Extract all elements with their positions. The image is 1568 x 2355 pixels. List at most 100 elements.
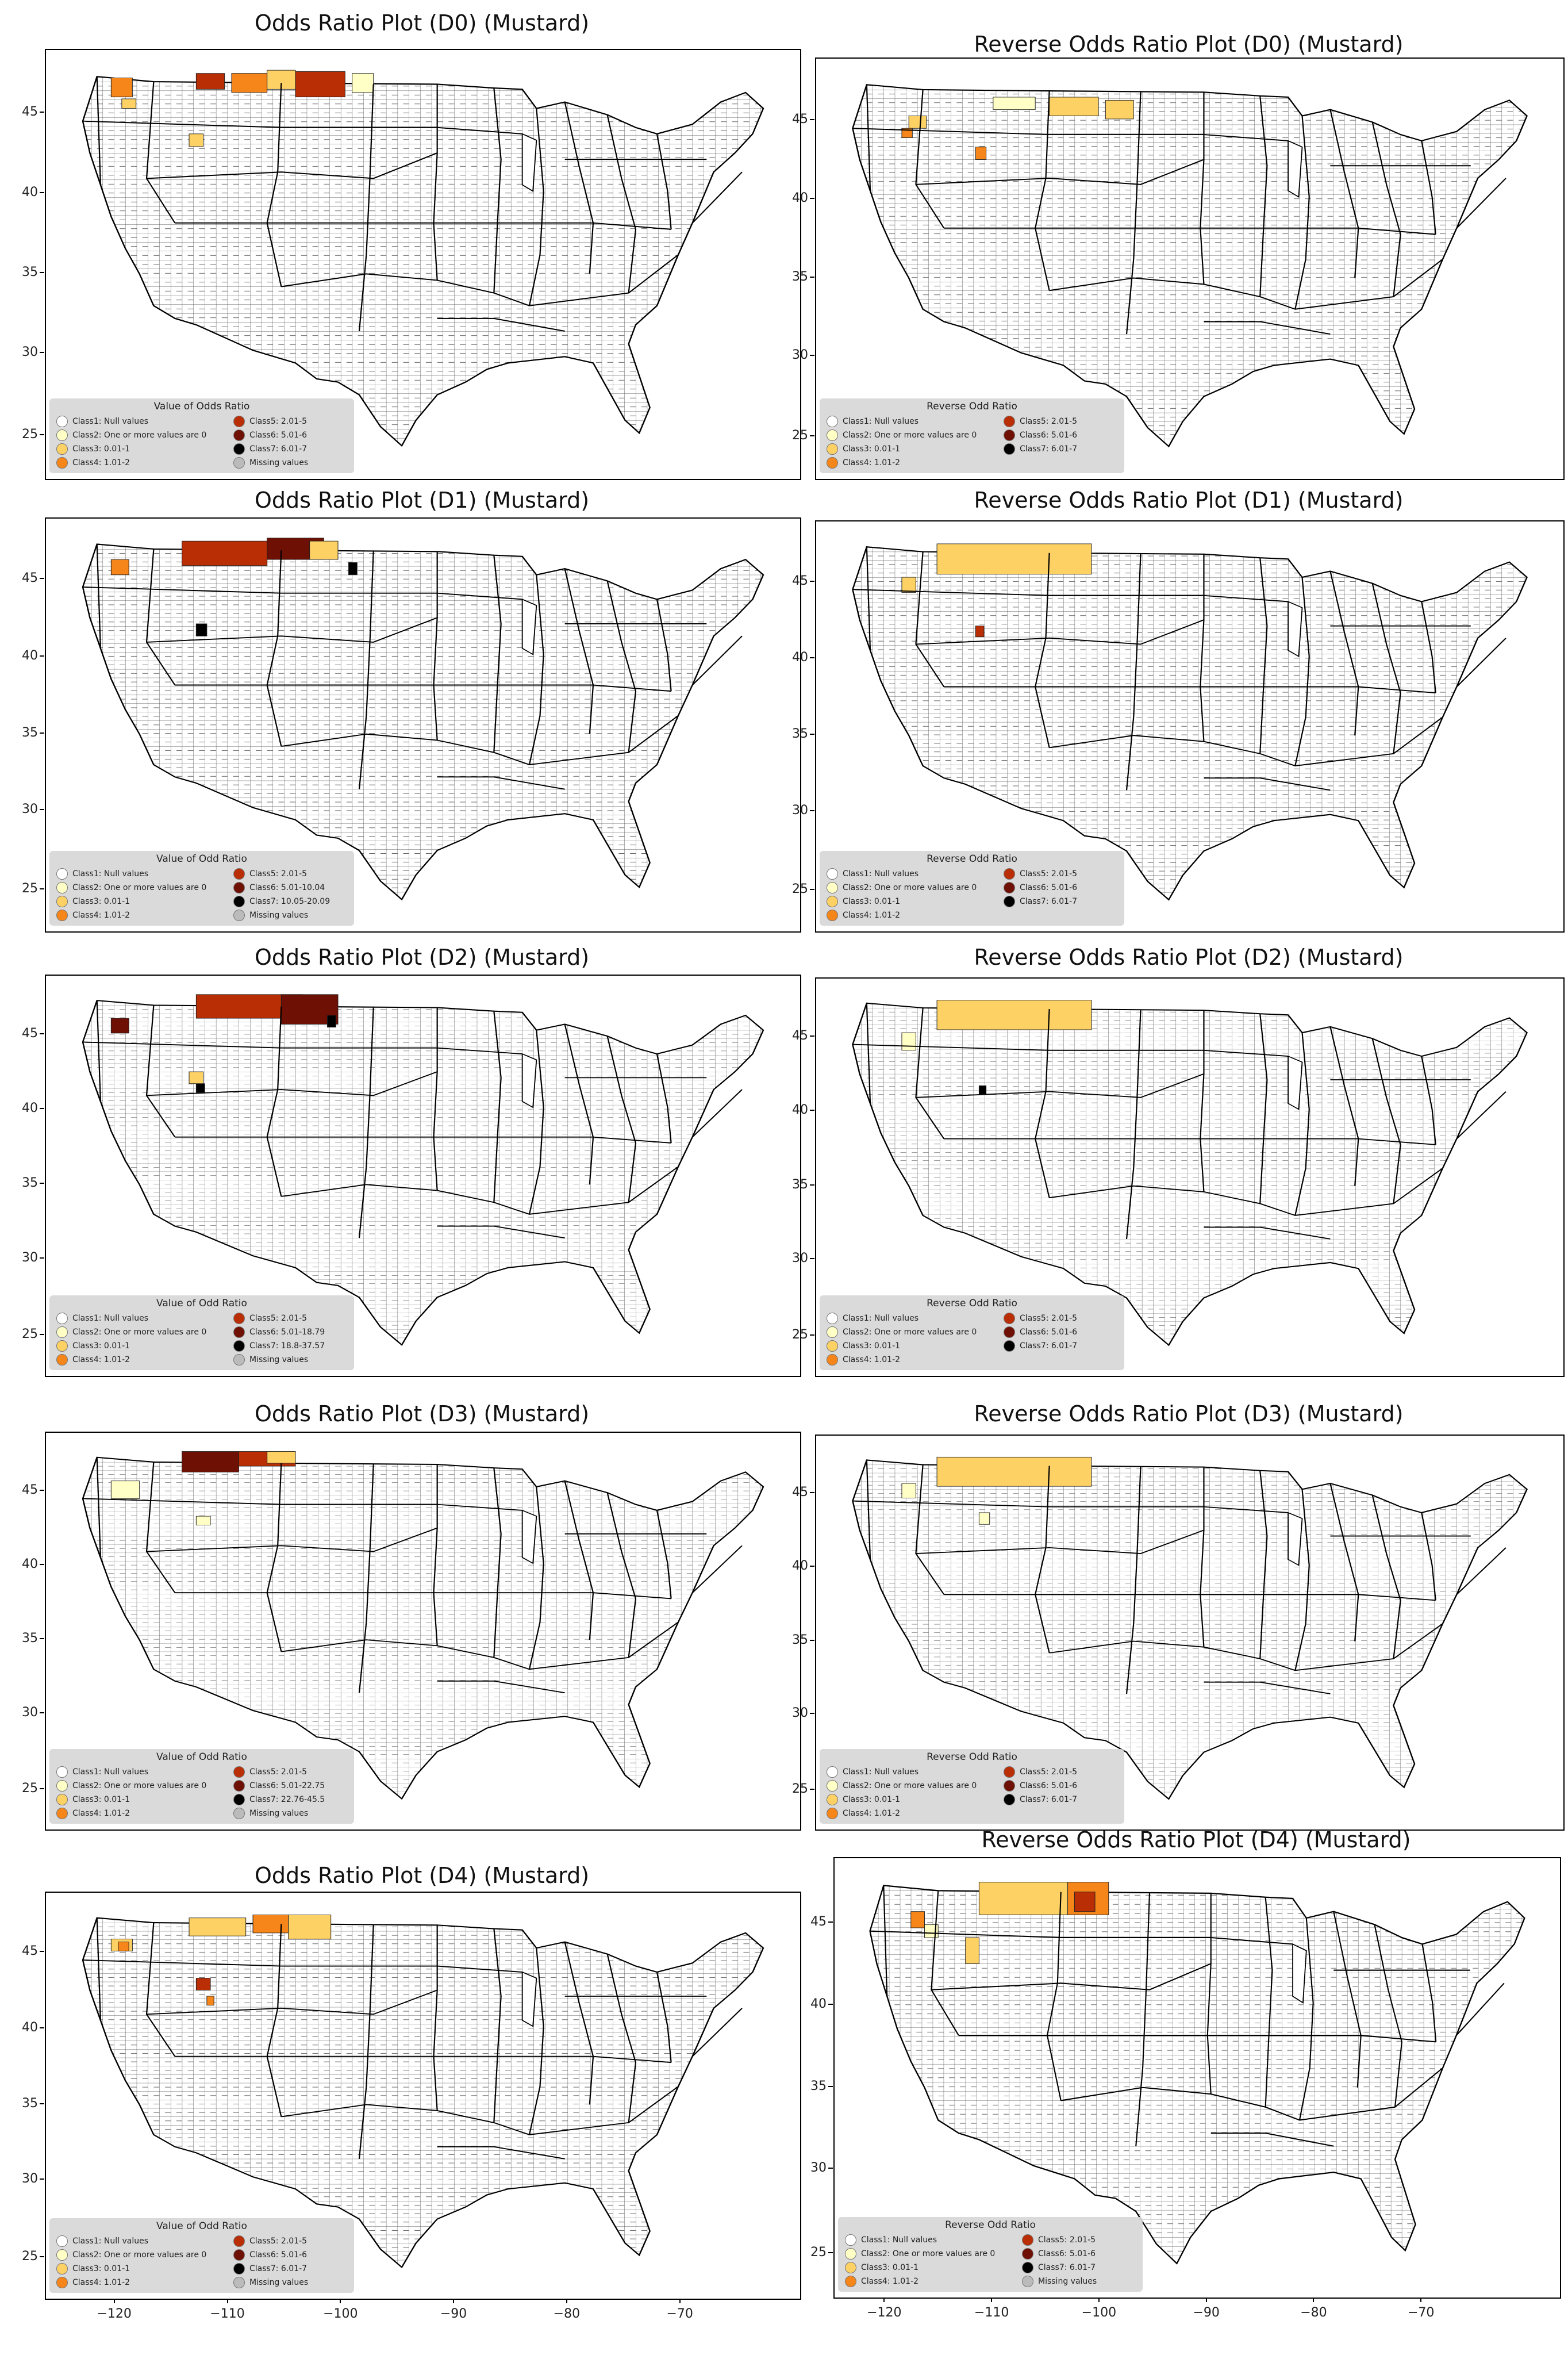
legend-label: Class7: 6.01-7 (249, 444, 308, 454)
state-boundary (493, 1928, 502, 2123)
legend-swatch-icon (827, 1313, 838, 1324)
county-highlight (993, 97, 1036, 110)
map-legend: Reverse Odd Ratio Class1: Null values Clas… (820, 851, 1124, 926)
legend-label: Class2: One or more values are 0 (72, 431, 207, 440)
great-lake (521, 599, 537, 655)
state-boundary (870, 1930, 1293, 1945)
state-boundary (433, 1464, 438, 1646)
y-tick-label: 45 (22, 1483, 38, 1498)
y-tick-mark (810, 1639, 814, 1641)
legend-label: Class5: 2.01-5 (1020, 1767, 1078, 1777)
legend-item: Class2: One or more values are 0 (56, 1326, 206, 1338)
state-boundary (1206, 1893, 1212, 2095)
legend-swatch-icon (1022, 2234, 1033, 2246)
y-tick-mark (40, 578, 44, 580)
y-tick-label: 25 (22, 1327, 38, 1342)
y-tick-mark (810, 1334, 814, 1336)
y-tick-label: 25 (22, 427, 38, 442)
legend-label: Class3: 0.01-1 (843, 1341, 901, 1351)
state-boundary (358, 1925, 374, 2159)
legend-swatch-icon (1004, 416, 1015, 427)
state-boundary (1421, 601, 1436, 693)
legend-swatch-icon (1004, 1313, 1015, 1324)
legend-swatch-icon (56, 443, 68, 455)
panel-title: Reverse Odds Ratio Plot (D0) (Mustard) (974, 32, 1404, 57)
legend-label: Class3: 0.01-1 (843, 897, 901, 906)
y-tick-label: 30 (22, 1705, 38, 1720)
legend-item: Class2: One or more values are 0 (827, 1780, 977, 1792)
y-tick-label: 45 (792, 573, 808, 588)
legend-swatch-icon (56, 1354, 68, 1366)
legend-item: Class4: 1.01-2 (827, 1808, 900, 1819)
state-boundary (1456, 638, 1506, 688)
legend-swatch-icon (233, 882, 245, 893)
state-boundary (1204, 777, 1331, 791)
legend-item: Class1: Null values (845, 2234, 937, 2246)
legend-label: Class5: 2.01-5 (249, 417, 308, 426)
state-boundary (493, 1468, 502, 1658)
us-county-map (852, 84, 1528, 448)
map-legend: Reverse Odd Ratio Class1: Null values Clas… (820, 1295, 1124, 1370)
legend-label: Class1: Null values (861, 2235, 937, 2245)
county-highlight (1049, 97, 1099, 116)
legend-item: Missing values (233, 1354, 308, 1366)
county-highlight (189, 1917, 247, 1936)
legend-label: Class4: 1.01-2 (843, 458, 901, 467)
state-boundary (1329, 571, 1359, 736)
state-boundary (437, 317, 565, 332)
legend-item: Class6: 5.01-18.79 (233, 1326, 325, 1338)
legend-item: Class7: 6.01-7 (233, 443, 307, 455)
legend-item: Class4: 1.01-2 (56, 1354, 130, 1366)
legend-swatch-icon (1004, 1326, 1015, 1338)
legend-label: Class7: 22.76-45.5 (249, 1795, 325, 1804)
county-highlight (195, 1083, 205, 1093)
legend-swatch-icon (827, 868, 838, 880)
us-outline (82, 76, 764, 447)
state-boundary (656, 1510, 672, 1599)
state-boundary (1210, 2132, 1334, 2147)
us-outline (82, 1917, 764, 2269)
state-boundary (1200, 554, 1205, 742)
legend-label: Class6: 5.01-6 (1038, 2249, 1096, 2258)
legend-label: Class3: 0.01-1 (72, 897, 130, 906)
legend-item: Missing values (233, 1808, 308, 1819)
y-tick-mark (810, 657, 814, 658)
county-highlight (348, 562, 358, 576)
x-tick-label: −100 (323, 2307, 358, 2321)
y-tick-mark (40, 1183, 44, 1184)
map-legend: Reverse Odd Ratio Class1: Null values Clas… (820, 398, 1124, 473)
y-tick-label: 45 (792, 112, 808, 127)
state-boundary (433, 84, 438, 281)
y-tick-mark (810, 1258, 814, 1260)
state-boundary (852, 1500, 1289, 1513)
legend-label: Class4: 1.01-2 (861, 2277, 919, 2286)
y-tick-label: 35 (22, 2096, 38, 2111)
us-outline (82, 1456, 764, 1800)
great-lake (1288, 1512, 1303, 1566)
legend-swatch-icon (827, 429, 838, 441)
legend-label: Class3: 0.01-1 (843, 444, 901, 454)
legend-swatch-icon (56, 1808, 68, 1819)
y-tick-label: 25 (792, 1781, 808, 1796)
county-highlight (978, 1512, 990, 1525)
county-highlight (1074, 1892, 1096, 1912)
county-highlight (195, 623, 207, 636)
state-boundary (944, 1594, 1436, 1601)
state-boundary (1421, 140, 1436, 235)
y-tick-mark (40, 1257, 44, 1259)
legend-item: Class4: 1.01-2 (827, 910, 900, 921)
legend-item: Class5: 2.01-5 (233, 416, 307, 427)
legend-swatch-icon (233, 1808, 245, 1819)
legend-item: Class2: One or more values are 0 (56, 429, 206, 441)
legend-item: Class5: 2.01-5 (233, 1313, 307, 1324)
state-boundary (866, 1003, 871, 1104)
great-lake (521, 1053, 537, 1109)
legend-label: Class2: One or more values are 0 (843, 883, 977, 892)
legend-item: Missing values (233, 2277, 308, 2288)
legend-label: Class1: Null values (72, 2237, 149, 2246)
state-boundary (146, 1527, 438, 1552)
y-tick-label: 30 (792, 1705, 808, 1720)
legend-item: Class3: 0.01-1 (827, 896, 900, 907)
state-boundary (1125, 1467, 1142, 1694)
state-boundary (96, 1457, 101, 1558)
